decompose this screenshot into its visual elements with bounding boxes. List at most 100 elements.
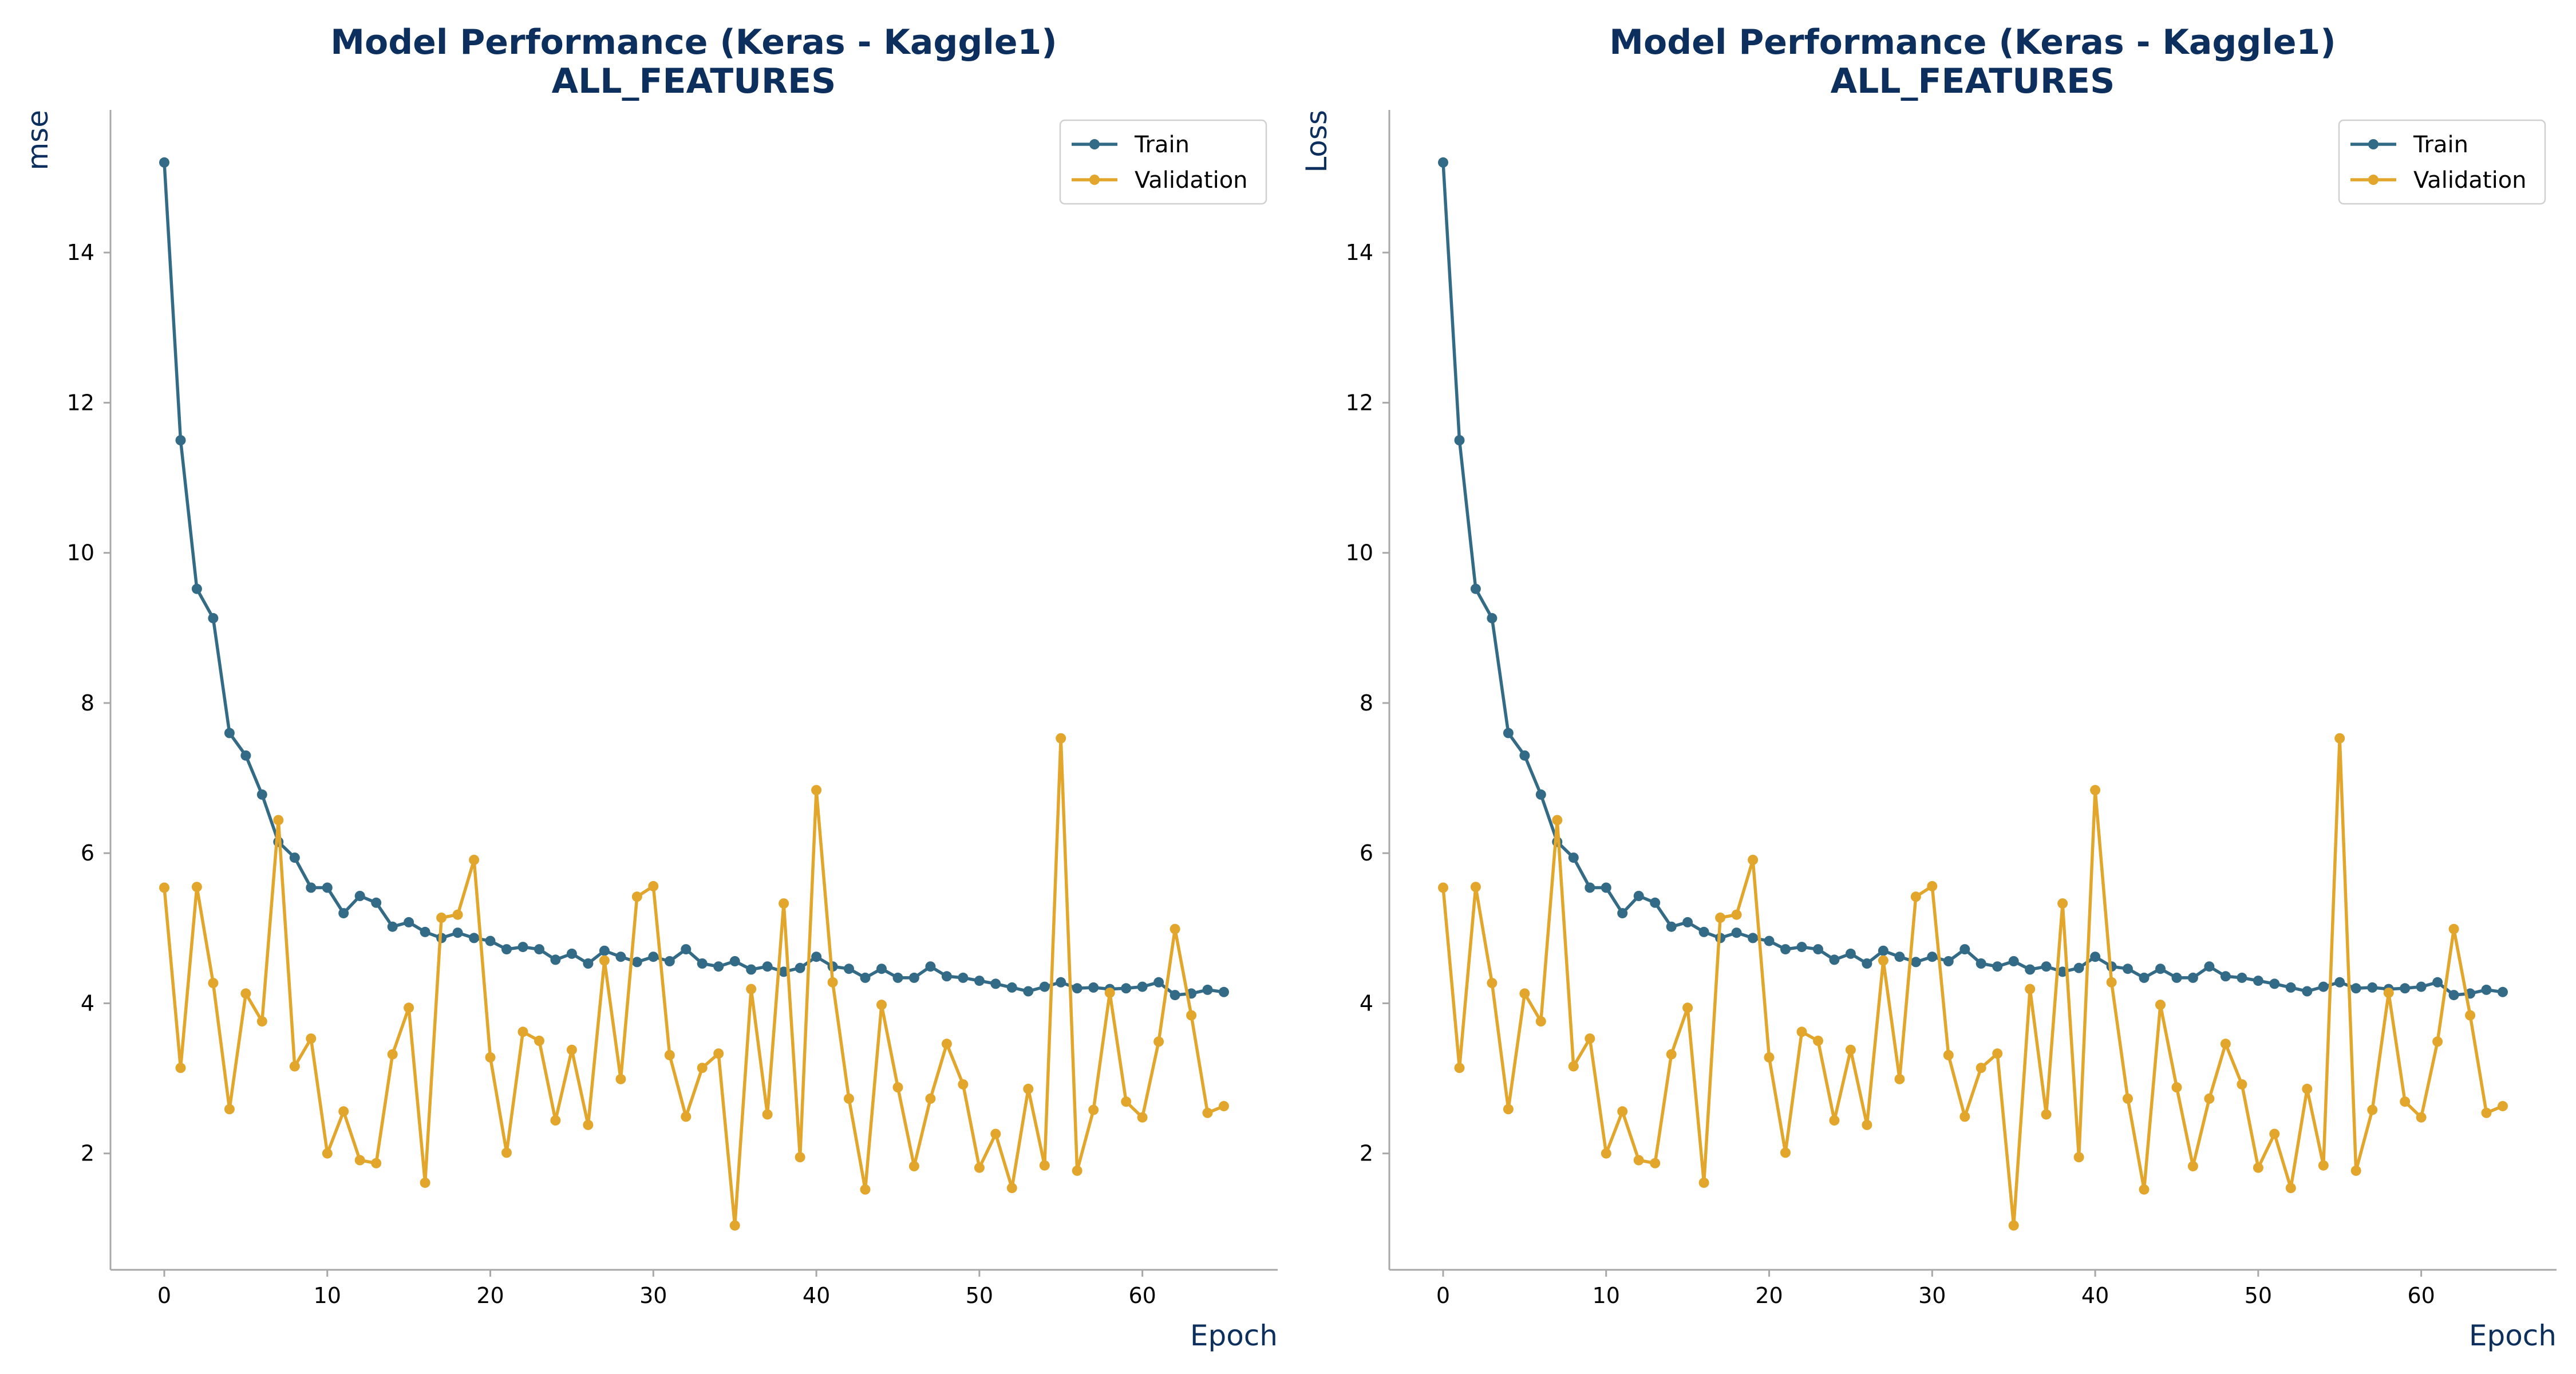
data-point-train	[1829, 954, 1840, 965]
data-point-train	[1780, 944, 1791, 955]
data-point-train	[2123, 964, 2133, 974]
data-point-train	[224, 728, 235, 739]
data-point-train	[354, 891, 365, 901]
y-tick-label: 10	[67, 540, 94, 566]
data-point-validation	[371, 1158, 382, 1168]
data-point-validation	[1650, 1158, 1661, 1168]
data-point-validation	[2090, 785, 2101, 796]
data-point-train	[664, 956, 675, 966]
data-point-validation	[1170, 923, 1180, 934]
legend-label-validation: Validation	[2413, 167, 2527, 194]
legend-label-validation: Validation	[1135, 167, 1248, 194]
data-point-validation	[615, 1073, 626, 1084]
data-point-validation	[1056, 733, 1066, 744]
data-point-train	[1764, 935, 1775, 946]
data-point-train	[2073, 962, 2084, 973]
x-tick-label: 60	[2407, 1283, 2435, 1308]
data-point-train	[1943, 956, 1954, 966]
data-point-validation	[1601, 1148, 1611, 1159]
y-tick-label: 14	[67, 240, 94, 265]
data-point-validation	[1992, 1048, 2003, 1059]
data-point-train	[958, 972, 969, 983]
y-tick-label: 2	[81, 1141, 94, 1166]
data-point-validation	[2465, 1010, 2476, 1021]
data-point-train	[779, 966, 789, 977]
data-point-train	[2318, 981, 2329, 992]
data-point-train	[175, 435, 186, 445]
data-point-train	[599, 945, 610, 956]
data-point-validation	[860, 1184, 871, 1195]
data-point-validation	[2171, 1082, 2182, 1093]
data-point-validation	[844, 1093, 854, 1104]
data-point-train	[1503, 728, 1514, 739]
data-point-validation	[2400, 1096, 2411, 1107]
data-point-validation	[1796, 1026, 1807, 1037]
data-point-train	[1153, 977, 1164, 988]
data-point-train	[420, 926, 430, 937]
data-point-train	[1976, 958, 1986, 969]
data-point-validation	[1829, 1115, 1840, 1126]
data-point-validation	[2057, 898, 2068, 909]
x-tick-label: 50	[2245, 1283, 2272, 1308]
data-point-validation	[1943, 1050, 1954, 1060]
data-point-validation	[1535, 1016, 1546, 1026]
y-tick-label: 8	[1360, 690, 1373, 716]
data-point-validation	[1959, 1111, 1970, 1122]
data-point-validation	[2123, 1093, 2133, 1104]
data-point-train	[404, 917, 414, 927]
data-point-train	[1617, 908, 1628, 919]
data-point-train	[2481, 984, 2492, 995]
y-tick-label: 12	[67, 390, 94, 415]
data-point-validation	[1438, 882, 1448, 893]
data-point-train	[2187, 972, 2198, 983]
data-point-train	[1878, 945, 1888, 956]
data-point-train	[1813, 944, 1823, 955]
data-point-train	[795, 962, 805, 973]
x-axis-label: Epoch	[1190, 1319, 1278, 1352]
data-point-train	[746, 964, 757, 975]
data-point-train	[2237, 972, 2247, 983]
data-point-train	[2090, 951, 2101, 962]
data-point-train	[371, 897, 382, 908]
data-point-validation	[974, 1162, 985, 1173]
data-point-validation	[1862, 1119, 1872, 1130]
data-point-validation	[1552, 815, 1563, 826]
data-point-validation	[713, 1048, 724, 1059]
legend-label-train: Train	[1134, 132, 1190, 158]
data-point-train	[713, 961, 724, 972]
data-point-train	[1535, 789, 1546, 800]
data-point-validation	[1153, 1036, 1164, 1047]
data-point-train	[2350, 983, 2361, 994]
data-point-validation	[256, 1016, 267, 1026]
data-point-train	[2416, 981, 2427, 992]
data-point-validation	[697, 1063, 708, 1073]
data-point-train	[1894, 951, 1905, 962]
data-point-train	[1862, 958, 1872, 969]
data-point-validation	[1682, 1002, 1693, 1013]
data-point-validation	[729, 1220, 740, 1231]
data-point-validation	[2498, 1101, 2508, 1112]
data-point-validation	[2106, 977, 2117, 988]
data-point-validation	[1519, 988, 1530, 999]
data-point-validation	[1137, 1112, 1148, 1123]
data-point-train	[2057, 966, 2068, 977]
chart-panel-right: Model Performance (Keras - Kaggle1)ALL_F…	[1300, 22, 2557, 1352]
data-point-validation	[1878, 955, 1888, 966]
data-point-validation	[273, 815, 284, 826]
data-point-validation	[795, 1152, 805, 1163]
data-point-train	[2041, 961, 2052, 972]
data-point-train	[1487, 613, 1498, 623]
data-point-validation	[1006, 1183, 1017, 1194]
x-tick-label: 30	[639, 1283, 667, 1308]
data-point-train	[1454, 435, 1465, 445]
data-point-train	[1006, 982, 1017, 993]
legend-marker-train	[1089, 139, 1100, 149]
data-point-train	[208, 613, 219, 623]
data-point-validation	[990, 1128, 1001, 1139]
data-point-train	[811, 951, 822, 962]
data-point-train	[550, 954, 561, 965]
x-tick-label: 40	[803, 1283, 830, 1308]
legend-box	[1059, 119, 1267, 205]
data-point-validation	[2481, 1107, 2492, 1118]
y-tick-label: 4	[81, 990, 94, 1016]
